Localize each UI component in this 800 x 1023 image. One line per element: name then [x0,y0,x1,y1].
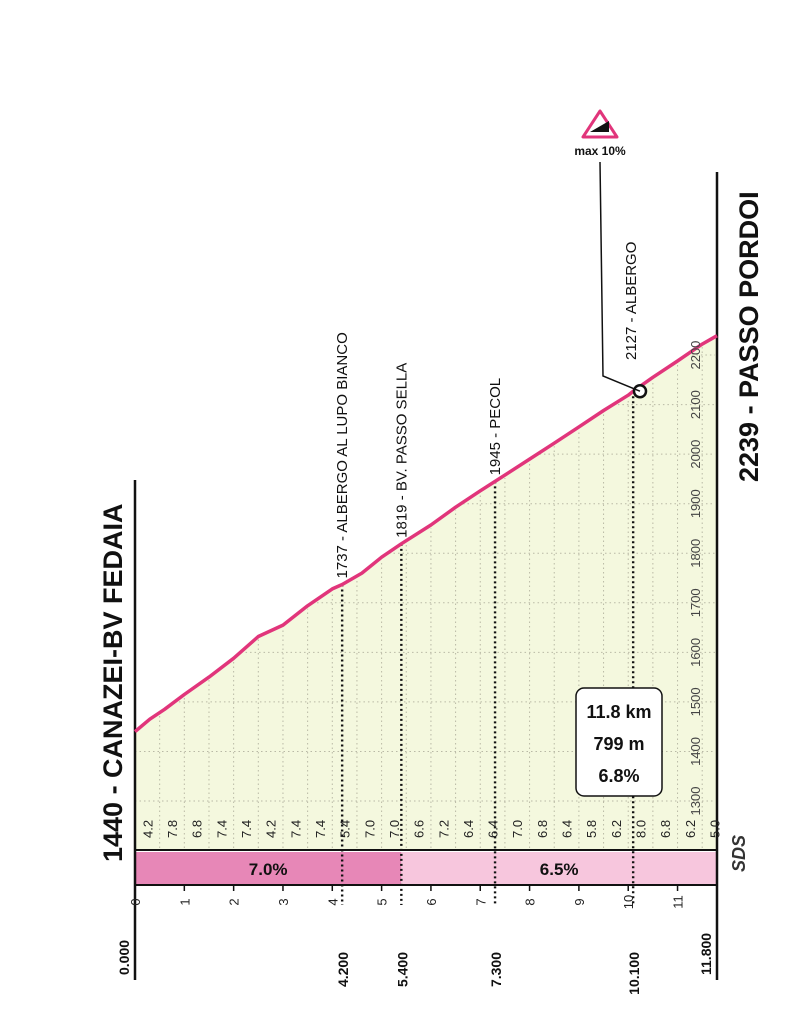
profile-area [135,335,717,850]
gradient-value: 6.8 [535,820,550,838]
altitude-tick-label: 1600 [688,638,703,667]
altitude-tick-label: 2200 [688,341,703,370]
gradient-value: 5.8 [584,820,599,838]
distance-tick-label: 10 [621,895,636,909]
gradient-value: 6.4 [560,820,575,838]
max-gradient-icon-slope [590,121,609,132]
altitude-tick-label: 1700 [688,588,703,617]
gradient-value: 7.2 [436,820,451,838]
altitude-tick-label: 1900 [688,489,703,518]
gradient-value: 7.4 [313,820,328,838]
altitude-tick-label: 1400 [688,737,703,766]
gradient-value: 5.0 [708,820,723,838]
distance-tick-label: 4 [325,898,340,905]
finish-km-label: 11.800 [698,933,714,975]
gradient-value: 7.4 [239,820,254,838]
gradient-value: 5.4 [338,820,353,838]
waypoint-km-label-3: 7.300 [488,952,504,987]
summary-avg: 6.8% [598,766,639,786]
gradient-value: 7.0 [362,820,377,838]
max-gradient-leader [599,161,641,392]
waypoint-km-label-4: 10.100 [626,952,642,995]
altitude-tick-label: 1500 [688,687,703,716]
gradient-value: 6.2 [683,820,698,838]
summary-distance: 11.8 km [586,702,651,722]
waypoint-label-2: 1819 - BV. PASSO SELLA [393,363,410,538]
gradient-value: 4.2 [264,820,279,838]
gradient-value: 7.0 [387,820,402,838]
gradient-value: 4.2 [140,820,155,838]
gradient-value: 6.4 [461,820,476,838]
profile-line [133,334,718,733]
summary-box [575,687,663,797]
gradient-value: 6.8 [658,820,673,838]
altitude-tick-label: 2000 [688,440,703,469]
finish-title: 2239 - PASSO PORDOI [734,191,764,482]
distance-tick-label: 3 [276,898,291,905]
gradient-value: 7.4 [214,820,229,838]
gradient-value: 7.4 [288,820,303,838]
sector-label-1: 7.0% [249,860,288,879]
gradient-value: 7.8 [165,820,180,838]
waypoint-label-1: 1737 - ALBERGO AL LUPO BIANCO [334,332,351,578]
gradient-value: 6.2 [609,820,624,838]
distance-tick-label: 2 [227,898,242,905]
gradient-value: 6.8 [190,820,205,838]
distance-tick-label: 11 [671,895,686,909]
start-km-label: 0.000 [116,940,132,975]
waypoint-label-4: 2127 - ALBERGO [623,242,640,360]
start-title: 1440 - CANAZEI-BV FEDAIA [98,503,128,862]
distance-tick-label: 6 [424,898,439,905]
gradient-sector-2 [401,852,717,885]
altitude-tick-label: 1800 [688,539,703,568]
gradient-value: 7.0 [510,820,525,838]
max-gradient-icon [581,109,619,139]
distance-tick-label: 7 [473,898,488,905]
altitude-tick-label: 2100 [688,390,703,419]
sector-label-2: 6.5% [540,860,579,879]
max-gradient-label: max 10% [574,144,626,158]
gradient-value: 8.0 [634,820,649,838]
sds-logo: SDS [729,835,749,872]
summary-gain: 799 m [593,734,644,754]
distance-tick-label: 9 [572,898,587,905]
distance-tick-label: 8 [523,898,538,905]
distance-tick-label: 1 [177,898,192,905]
distance-tick-label: 5 [375,898,390,905]
waypoint-label-3: 1945 - PECOL [487,378,504,476]
gradient-value: 6.4 [486,820,501,838]
gradient-sector-1 [135,852,402,885]
waypoint-km-label-2: 5.400 [394,952,410,987]
distance-tick-label: 0 [128,898,143,905]
waypoint-km-label-1: 4.200 [335,952,351,987]
altitude-tick-label: 1300 [688,787,703,816]
gradient-value: 6.6 [412,820,427,838]
